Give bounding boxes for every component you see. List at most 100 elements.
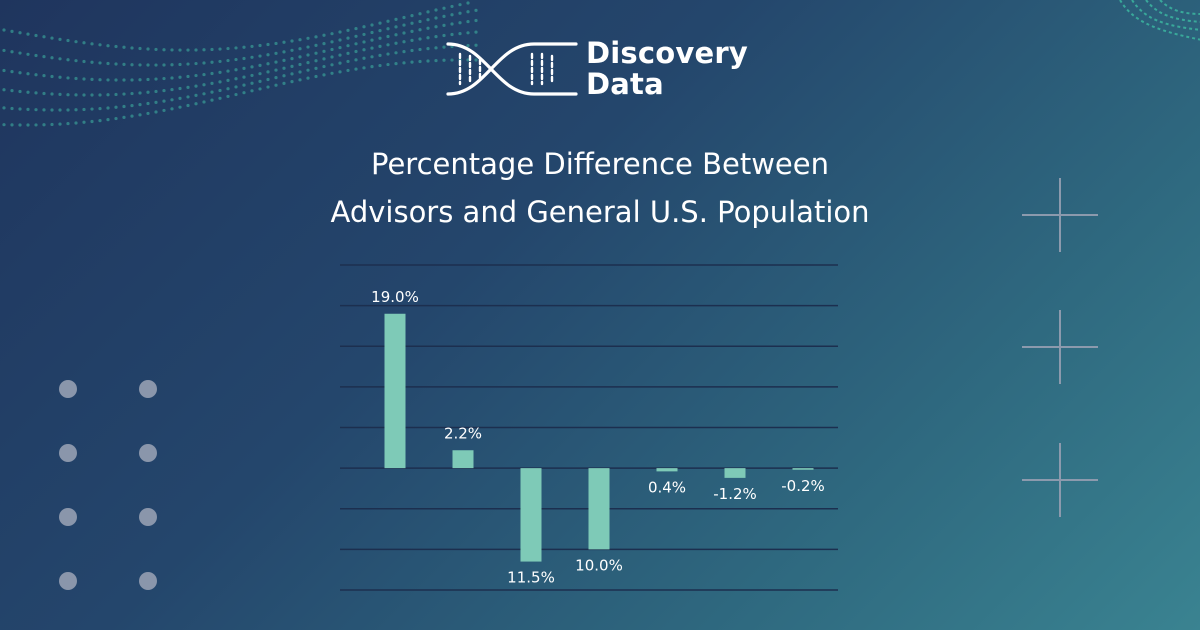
wave-dot [82,107,86,112]
wave-dot [2,88,6,92]
wave-dot [170,63,174,67]
wave-dot [10,70,14,74]
wave-dot [370,65,374,69]
wave-dot [434,8,438,12]
wave-dot [306,45,310,49]
wave-dot [50,108,54,112]
brand-logo: Discovery Data [446,36,766,102]
wave-dot [346,44,350,48]
wave-dot [154,63,158,67]
wave-dot [218,47,222,51]
wave-dot [82,120,86,124]
wave-dot [210,71,214,76]
wave-dot [322,33,326,37]
wave-dot [186,74,190,79]
wave-dot [338,70,342,74]
wave-dot [122,92,126,96]
wave-dot [90,77,94,81]
wave-dot [314,74,318,79]
wave-dot [394,41,398,45]
wave-dot [338,30,342,34]
wave-dot [114,44,118,49]
wave-dot [2,68,6,73]
wave-dot [154,100,158,104]
wave-dot [466,10,470,14]
wave-dot [306,53,310,57]
wave-dot [458,3,462,7]
wave-dot [450,58,454,62]
wave-dot [114,116,118,121]
wave-dot [410,14,414,18]
wave-dot [458,11,462,15]
wave-dot [210,60,214,64]
wave-dot [434,16,438,20]
wave-dot [138,91,142,95]
wave-dot [434,25,438,29]
wave-dot [402,23,406,27]
wave-dot [114,105,118,109]
wave-dot [50,92,54,96]
chart-title-line1: Percentage Difference Between [371,147,829,181]
wave-dot [138,103,142,107]
wave-dot [114,62,118,66]
wave-dot [298,38,302,42]
wave-dot [354,49,358,54]
wave-dot [378,36,382,40]
wave-dot [178,96,182,100]
wave-dot [386,43,390,47]
wave-dot [26,90,30,94]
wave-dot [66,121,70,126]
wave-dot [146,111,150,116]
wave-dot [442,33,446,38]
decorative-dot [59,572,77,590]
wave-dot [250,73,254,78]
wave-dot [178,48,182,52]
wave-dot [458,32,462,36]
wave-dot [418,37,422,41]
wave-dot [154,77,158,81]
wave-dot [74,40,78,44]
wave-dot [258,72,262,76]
wave-dot [234,68,238,72]
wave-dot [42,55,46,59]
wave-dot [410,48,414,53]
wave-dot [426,26,430,30]
wave-dot [18,31,22,35]
wave-dot [218,80,222,84]
wave-dot [42,108,46,112]
wave-dot [122,115,126,119]
wave-dot [170,48,174,52]
wave-dot [362,25,366,29]
wave-dot [162,88,166,93]
wave-dot [26,72,30,76]
wave-dot [66,108,70,112]
wave-dot [466,19,470,24]
wave-dot [42,74,46,78]
wave-dot [162,108,166,113]
wave-dot [74,76,78,81]
wave-dot [74,108,78,112]
wave-dot [330,40,334,44]
wave-dot [442,14,446,18]
wave-dot [202,72,206,77]
wave-dot [258,43,262,48]
wave-dot [154,89,158,94]
wave-dot [298,78,302,82]
bar [452,450,474,469]
wave-dot [234,85,238,89]
wave-dot [90,60,94,64]
wave-dot [146,101,150,106]
wave-dot [298,47,302,51]
wave-dot [354,42,358,46]
wave-dot [178,75,182,79]
decorative-dot [59,444,77,462]
wave-dot [426,18,430,22]
wave-dot [282,50,286,54]
wave-dot [298,55,302,59]
wave-dot [306,68,310,72]
wave-dot [138,46,142,51]
wave-dot [234,57,238,62]
wave-dot [370,55,374,59]
wave-dot [98,61,102,65]
wave-dot [106,61,110,66]
